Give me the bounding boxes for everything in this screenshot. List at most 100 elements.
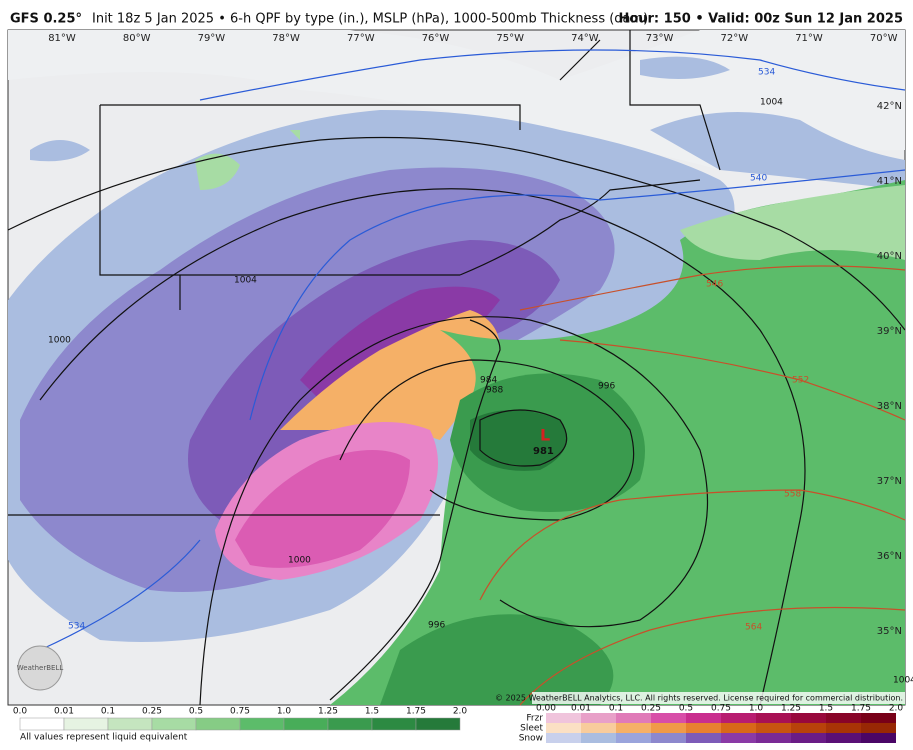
precip-type-label: Snow [519,734,543,744]
thickness-label: 558 [784,490,801,500]
type-swatch [721,733,756,743]
latitude-label: 39°N [877,326,902,337]
rain-swatch [195,717,241,731]
latitude-label: 35°N [877,626,902,637]
pressure-label: 984 [480,376,497,386]
thickness-label: 534 [68,622,85,632]
type-swatch [861,723,896,733]
rain-swatch [107,717,153,731]
thickness-label: 540 [750,174,767,184]
type-swatch [826,723,861,733]
legend: All values represent liquid equivalent 0… [13,704,904,744]
thickness-label: 546 [706,280,723,290]
type-swatch [616,723,651,733]
type-swatch [546,713,581,723]
type-swatch [826,733,861,743]
rain-tick: 0.5 [189,707,203,717]
type-swatch [616,733,651,743]
type-tick: 0.5 [679,704,693,714]
precip-type-label: Sleet [520,724,543,734]
model-name: GFS 0.25° [10,12,82,27]
rain-tick: 0.75 [230,707,250,717]
longitude-label: 78°W [272,33,300,44]
type-swatch [826,713,861,723]
latitude-label: 42°N [877,101,902,112]
legend-note: All values represent liquid equivalent [20,733,188,743]
pressure-label: 1000 [48,336,71,346]
rain-swatch [327,717,373,731]
longitude-label: 75°W [496,33,524,44]
rain-swatch [371,717,417,731]
type-swatch [651,733,686,743]
copyright: © 2025 WeatherBELL Analytics, LLC. All r… [495,694,903,703]
rain-tick: 1.5 [365,707,379,717]
map: L 981 WeatherBELL © 2025 WeatherBELL Ana… [7,29,906,706]
pressure-label: 996 [598,382,615,392]
type-swatch [581,733,616,743]
type-tick: 0.25 [641,704,661,714]
type-swatch [686,713,721,723]
longitude-label: 72°W [720,33,748,44]
thickness-label: 564 [745,623,762,633]
precip-type-label: Frzr [526,714,543,724]
latitude-label: 40°N [877,251,902,262]
latitude-label: 36°N [877,551,902,562]
pressure-label: 988 [486,386,503,396]
type-swatch [791,713,826,723]
longitude-label: 71°W [795,33,823,44]
type-swatch [651,713,686,723]
rain-swatch [415,717,461,731]
map-title: Init 18z 5 Jan 2025 • 6-h QPF by type (i… [92,12,648,27]
type-tick: 1.75 [851,704,871,714]
longitude-label: 79°W [198,33,226,44]
thickness-label: 552 [792,376,809,386]
low-symbol: L [540,426,550,445]
rain-tick: 1.25 [318,707,338,717]
rain-tick: 0.0 [13,707,28,717]
type-swatch [791,733,826,743]
rain-swatch [239,717,285,731]
type-swatch [546,723,581,733]
type-swatch [756,723,791,733]
rain-tick: 0.01 [54,707,74,717]
longitude-label: 74°W [571,33,599,44]
thickness-label: 534 [758,68,775,78]
latitude-label: 37°N [877,476,902,487]
longitude-label: 73°W [646,33,674,44]
valid-time: Hour: 150 • Valid: 00z Sun 12 Jan 2025 [618,12,903,27]
type-swatch [756,733,791,743]
logo-badge [17,645,63,691]
type-swatch [581,723,616,733]
type-swatch [581,713,616,723]
logo: WeatherBELL [17,664,64,672]
type-tick: 0.01 [571,704,591,714]
rain-tick: 0.25 [142,707,162,717]
type-tick: 0.75 [711,704,731,714]
pressure-label: 996 [428,621,445,631]
pressure-label: 1004 [234,276,257,286]
pressure-label: 1000 [288,556,311,566]
type-tick: 2.0 [889,704,904,714]
rain-swatch [19,717,65,731]
type-tick: 1.0 [749,704,764,714]
type-swatch [686,733,721,743]
rain-swatch [63,717,109,731]
longitude-label: 76°W [422,33,450,44]
latitude-label: 41°N [877,176,902,187]
low-pressure: 981 [533,446,554,457]
rain-tick: 1.75 [406,707,426,717]
type-swatch [721,713,756,723]
rain-tick: 2.0 [453,707,468,717]
longitude-label: 81°W [48,33,76,44]
type-swatch [546,733,581,743]
type-swatch [616,713,651,723]
pressure-label: 1004 [893,676,913,686]
rain-tick: 1.0 [277,707,292,717]
type-swatch [861,733,896,743]
rain-swatch [283,717,329,731]
type-swatch [756,713,791,723]
longitude-label: 77°W [347,33,375,44]
type-tick: 0.1 [609,704,623,714]
latitude-label: 38°N [877,401,902,412]
